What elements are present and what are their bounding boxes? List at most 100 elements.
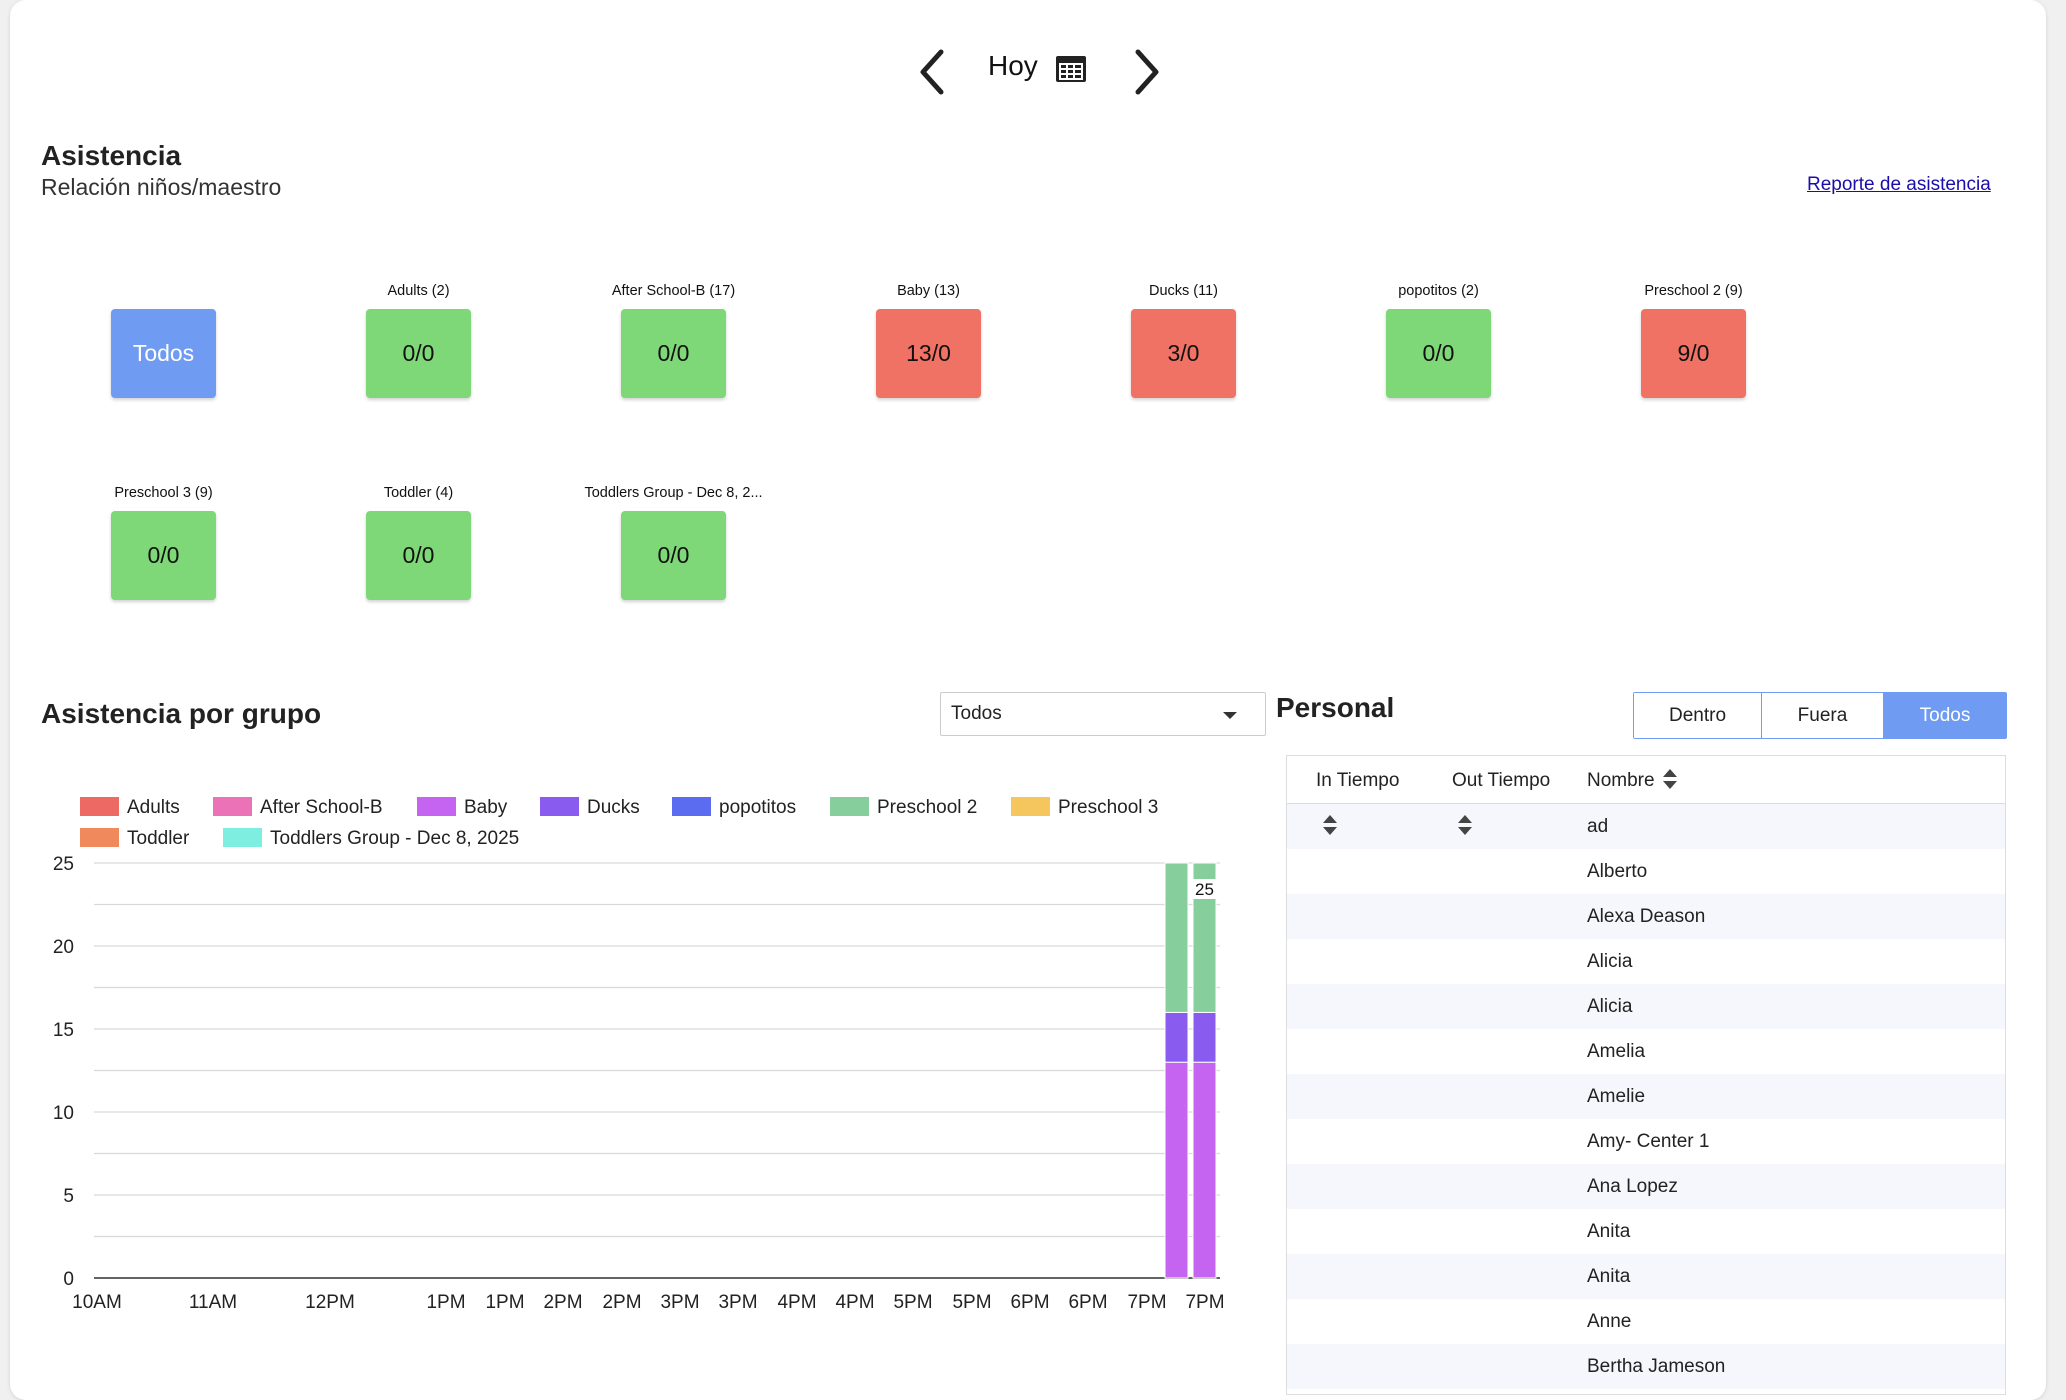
group-ratio-button[interactable]: 3/0	[1131, 309, 1236, 398]
x-tick-label: 1PM	[426, 1292, 465, 1313]
table-row[interactable]: Amy- Center 1	[1287, 1119, 2005, 1164]
table-row[interactable]: Alexa Deason	[1287, 894, 2005, 939]
group-ratio-button[interactable]: Todos	[111, 309, 216, 398]
bar-segment	[1192, 1061, 1217, 1279]
legend-label: Adults	[127, 797, 180, 818]
staff-name: Anita	[1587, 1266, 1631, 1287]
staff-title: Personal	[1276, 692, 1395, 723]
caret-down-icon	[1223, 712, 1237, 719]
staff-name: Amelie	[1587, 1086, 1646, 1107]
filter-dentro-button[interactable]: Dentro	[1634, 693, 1762, 738]
group-ratio-button[interactable]: 9/0	[1641, 309, 1746, 398]
column-out-tiempo[interactable]: Out Tiempo	[1452, 770, 1551, 791]
legend-swatch	[540, 797, 579, 816]
group-select[interactable]: Todos	[940, 692, 1266, 736]
table-row[interactable]: Alberto	[1287, 849, 2005, 894]
group-label: Preschool 2 (9)	[1644, 283, 1743, 299]
main-card: Hoy Asistencia Relación niños/maestro Re…	[10, 0, 2046, 1400]
bar-segment	[1192, 862, 1217, 1013]
table-row[interactable]: Amelia	[1287, 1029, 2005, 1074]
group-label: Preschool 3 (9)	[114, 485, 213, 501]
x-tick-label: 7PM	[1185, 1292, 1224, 1313]
y-tick-label: 5	[63, 1186, 74, 1207]
legend-label: popotitos	[719, 797, 796, 818]
staff-table-header: In Tiempo Out Tiempo Nombre	[1287, 756, 2005, 804]
column-nombre[interactable]: Nombre	[1587, 770, 1655, 791]
table-row[interactable]: Anita	[1287, 1254, 2005, 1299]
group-ratio-button[interactable]: 0/0	[1386, 309, 1491, 398]
table-row[interactable]: Amelie	[1287, 1074, 2005, 1119]
attendance-chart: Adults After School-B Baby Ducks popotitos Pr…	[53, 797, 1225, 1313]
calendar-icon[interactable]	[1054, 54, 1088, 84]
group-tile: popotitos (2) 0/0	[1311, 283, 1566, 463]
x-tick-label: 6PM	[1010, 1292, 1049, 1313]
group-label: Adults (2)	[387, 283, 450, 299]
group-label: popotitos (2)	[1398, 283, 1479, 299]
x-tick-label: 5PM	[893, 1292, 932, 1313]
table-row[interactable]: ad	[1287, 804, 2005, 849]
table-row[interactable]: Alicia	[1287, 939, 2005, 984]
sort-icon[interactable]	[1662, 769, 1678, 791]
filter-fuera-button[interactable]: Fuera	[1762, 693, 1884, 738]
attendance-report-link[interactable]: Reporte de asistencia	[1807, 174, 1991, 195]
staff-name: Alicia	[1587, 996, 1633, 1017]
data-label-bg	[1193, 879, 1216, 899]
legend-swatch	[223, 828, 262, 847]
group-label: After School-B (17)	[611, 283, 736, 299]
bar-segment	[1164, 1011, 1189, 1063]
x-tick-label: 11AM	[189, 1292, 237, 1313]
legend-label: Preschool 3	[1058, 797, 1158, 818]
chevron-right-icon[interactable]	[1126, 44, 1166, 100]
table-row[interactable]: Bertha Jameson	[1287, 1344, 2005, 1389]
legend-label: After School-B	[260, 797, 383, 818]
legend-swatch	[1011, 797, 1050, 816]
legend-label: Toddlers Group - Dec 8, 2025	[270, 828, 519, 849]
legend-label: Preschool 2	[877, 797, 977, 818]
group-ratio-button[interactable]: 0/0	[366, 511, 471, 600]
group-tile: After School-B (17) 0/0	[546, 283, 801, 463]
y-tick-label: 10	[53, 1103, 74, 1124]
y-tick-label: 0	[63, 1269, 74, 1290]
staff-name: Anita	[1587, 1221, 1631, 1242]
x-tick-label: 7PM	[1127, 1292, 1166, 1313]
data-label: 25	[1195, 880, 1214, 899]
by-group-title: Asistencia por grupo	[41, 698, 322, 729]
staff-name: Alberto	[1587, 861, 1648, 882]
column-in-tiempo[interactable]: In Tiempo	[1316, 770, 1400, 791]
staff-name: Amy- Center 1	[1587, 1131, 1710, 1152]
staff-table-body: ad Alberto Alexa Deason Alicia Alicia Amelia A…	[1287, 804, 2005, 1389]
y-tick-label: 20	[53, 937, 74, 958]
table-row[interactable]: Ana Lopez	[1287, 1164, 2005, 1209]
group-ratio-button[interactable]: 0/0	[111, 511, 216, 600]
staff-name: Alexa Deason	[1587, 906, 1706, 927]
sort-in-tiempo-icon[interactable]	[1322, 815, 1338, 837]
legend-swatch	[830, 797, 869, 816]
table-row[interactable]: Anita	[1287, 1209, 2005, 1254]
legend-swatch	[213, 797, 252, 816]
staff-name: Alicia	[1587, 951, 1633, 972]
group-tile: Ducks (11) 3/0	[1056, 283, 1311, 463]
group-ratio-button[interactable]: 0/0	[621, 309, 726, 398]
legend-swatch	[417, 797, 456, 816]
group-ratio-button[interactable]: 13/0	[876, 309, 981, 398]
table-row[interactable]: Anne	[1287, 1299, 2005, 1344]
x-tick-label: 4PM	[835, 1292, 874, 1313]
x-tick-label: 3PM	[660, 1292, 699, 1313]
x-tick-label: 12PM	[305, 1292, 355, 1313]
table-row[interactable]: Alicia	[1287, 984, 2005, 1029]
date-label[interactable]: Hoy	[988, 50, 1038, 81]
filter-todos-button[interactable]: Todos	[1884, 693, 2006, 738]
group-label: Toddlers Group - Dec 8, 2...	[584, 485, 763, 501]
group-ratio-button[interactable]: 0/0	[366, 309, 471, 398]
group-select-value: Todos	[951, 703, 1002, 724]
x-tick-label: 5PM	[952, 1292, 991, 1313]
x-tick-label: 4PM	[777, 1292, 816, 1313]
chevron-left-icon[interactable]	[913, 44, 953, 100]
legend-swatch	[80, 828, 119, 847]
x-tick-label: 10AM	[72, 1292, 122, 1313]
bar-segment	[1164, 862, 1189, 1013]
group-tile: Todos	[36, 283, 291, 463]
group-ratio-button[interactable]: 0/0	[621, 511, 726, 600]
sort-out-tiempo-icon[interactable]	[1457, 815, 1473, 837]
group-tile: Preschool 2 (9) 9/0	[1566, 283, 1821, 463]
